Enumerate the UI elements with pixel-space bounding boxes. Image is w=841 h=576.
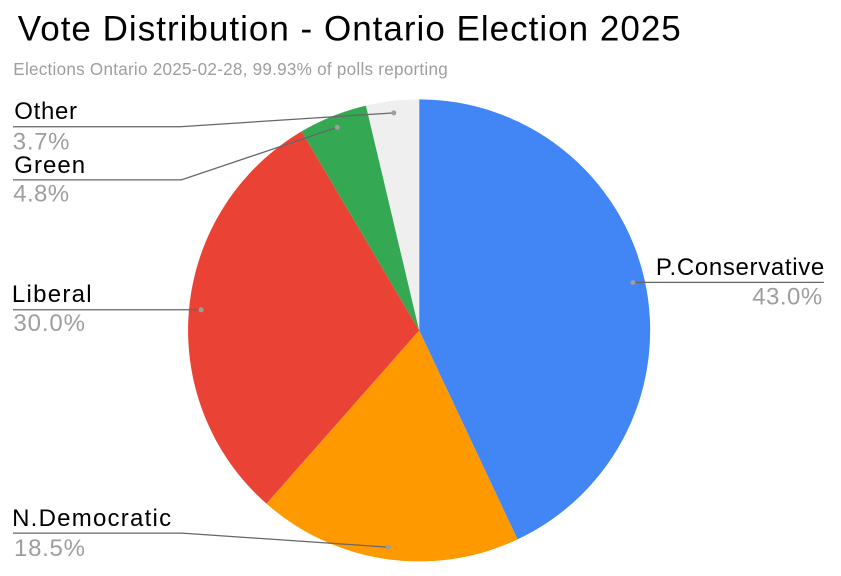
svg-text:Other: Other (14, 98, 77, 125)
svg-text:Liberal: Liberal (12, 281, 93, 308)
svg-text:3.7%: 3.7% (13, 128, 70, 155)
svg-text:P.Conservative: P.Conservative (656, 254, 825, 281)
svg-text:43.0%: 43.0% (752, 283, 823, 310)
svg-text:N.Democratic: N.Democratic (12, 505, 172, 532)
svg-text:18.5%: 18.5% (14, 535, 86, 562)
svg-text:Vote Distribution - Ontario El: Vote Distribution - Ontario Election 202… (18, 9, 682, 48)
svg-text:Green: Green (14, 152, 86, 179)
svg-text:30.0%: 30.0% (13, 310, 85, 337)
svg-text:Elections Ontario 2025-02-28,: Elections Ontario 2025-02-28, 99.93% of … (13, 60, 448, 79)
svg-text:4.8%: 4.8% (13, 181, 69, 208)
